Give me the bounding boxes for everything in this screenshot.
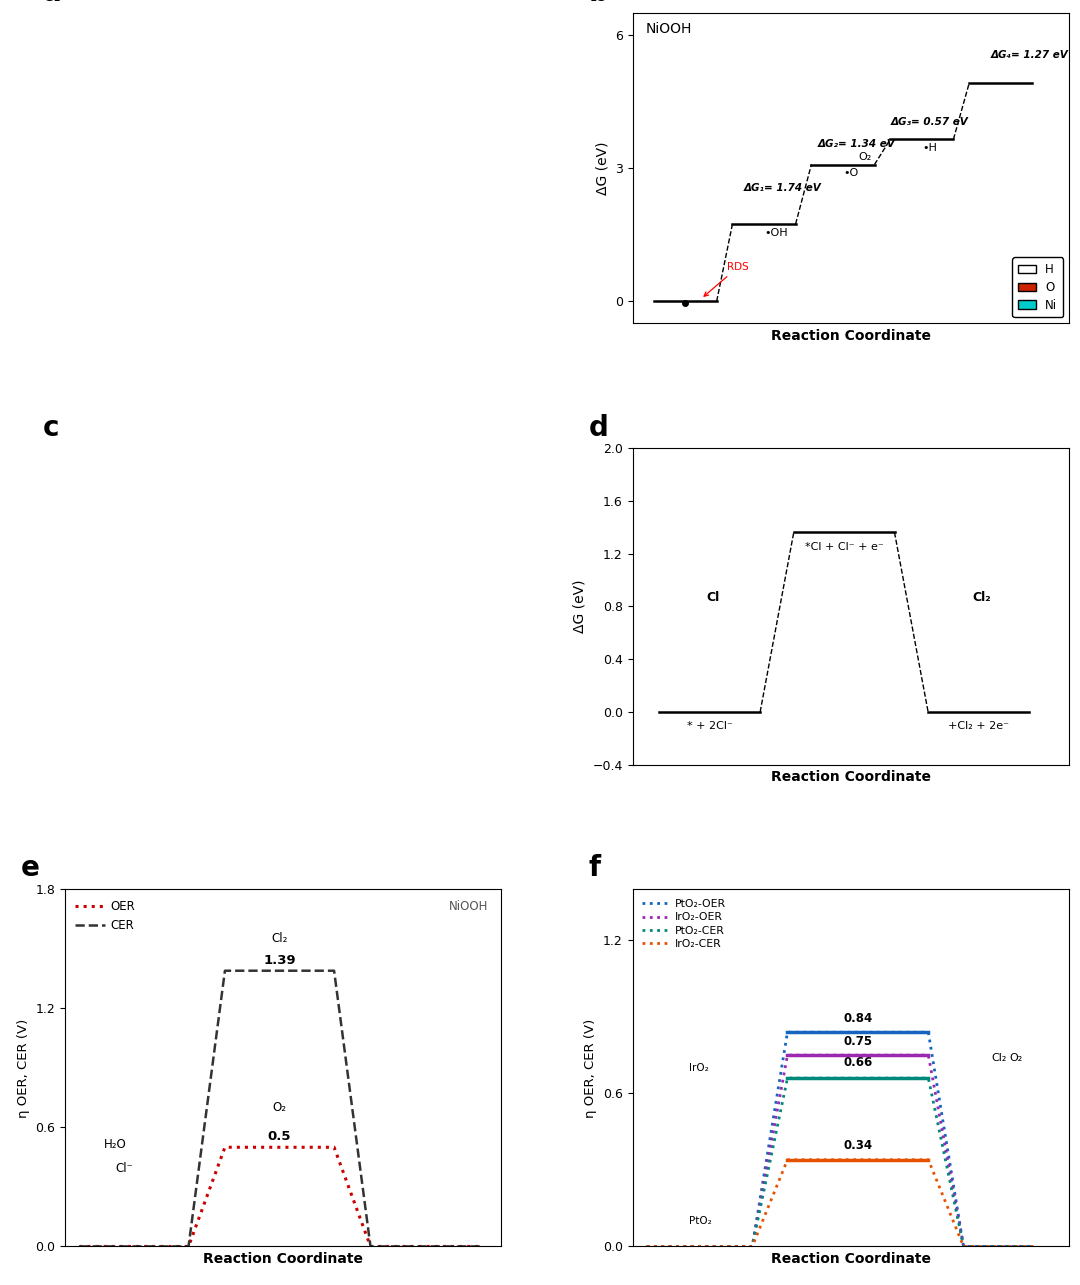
Text: •O: •O [843,168,859,179]
Text: H₂O: H₂O [105,1139,127,1151]
IrO₂-OER [1027,1239,1040,1254]
Legend: OER, CER: OER, CER [70,896,140,937]
IrO₂-CER [1027,1239,1040,1254]
X-axis label: Reaction Coordinate: Reaction Coordinate [771,329,931,343]
Text: •H: •H [922,143,936,153]
CER [72,1239,85,1254]
IrO₂-OER [640,1239,653,1254]
PtO₂-CER [746,1239,759,1254]
Text: *Cl + Cl⁻ + e⁻: *Cl + Cl⁻ + e⁻ [805,542,883,551]
PtO₂-CER [781,1070,794,1086]
Text: e: e [22,855,40,883]
Text: O₂: O₂ [859,153,872,162]
Text: ΔG₃= 0.57 eV: ΔG₃= 0.57 eV [891,117,969,126]
PtO₂-OER [957,1239,970,1254]
Line: IrO₂-CER: IrO₂-CER [647,1160,1034,1246]
PtO₂-OER [640,1239,653,1254]
Text: Cl₂: Cl₂ [991,1052,1007,1063]
IrO₂-OER [957,1239,970,1254]
Text: 0.34: 0.34 [843,1139,873,1153]
PtO₂-OER [781,1024,794,1040]
Text: IrO₂: IrO₂ [689,1063,710,1073]
Text: 0.84: 0.84 [843,1011,873,1024]
Text: 0.75: 0.75 [843,1034,873,1047]
Text: Cl₂: Cl₂ [973,591,991,604]
Text: Cl⁻: Cl⁻ [116,1162,134,1174]
Line: IrO₂-OER: IrO₂-OER [647,1055,1034,1246]
PtO₂-OER [922,1024,935,1040]
IrO₂-CER [957,1239,970,1254]
X-axis label: Reaction Coordinate: Reaction Coordinate [771,1252,931,1266]
OER [218,1140,231,1155]
Text: d: d [589,414,609,442]
Y-axis label: η OER, CER (V): η OER, CER (V) [16,1018,29,1118]
Text: Cl: Cl [706,591,719,604]
Text: NiOOH: NiOOH [646,22,692,36]
Text: f: f [589,855,600,883]
Y-axis label: ΔG (eV): ΔG (eV) [595,141,609,195]
OER [364,1239,377,1254]
PtO₂-CER [1027,1239,1040,1254]
PtO₂-OER [1027,1239,1040,1254]
Text: c: c [43,414,59,442]
CER [183,1239,195,1254]
Y-axis label: η OER, CER (V): η OER, CER (V) [584,1018,597,1118]
Text: ΔG₂= 1.34 eV: ΔG₂= 1.34 eV [818,139,895,149]
Text: 0.5: 0.5 [268,1131,292,1144]
IrO₂-CER [922,1153,935,1168]
Text: O₂: O₂ [1010,1052,1023,1063]
IrO₂-OER [746,1239,759,1254]
IrO₂-OER [781,1047,794,1063]
CER [473,1239,486,1254]
PtO₂-CER [922,1070,935,1086]
Text: ΔG₄= 1.27 eV: ΔG₄= 1.27 eV [990,50,1068,60]
Line: OER: OER [79,1148,480,1246]
CER [218,962,231,978]
Text: +Cl₂ + 2e⁻: +Cl₂ + 2e⁻ [948,721,1009,731]
Line: PtO₂-CER: PtO₂-CER [647,1078,1034,1246]
Text: 1.39: 1.39 [264,953,296,966]
Text: PtO₂: PtO₂ [689,1217,712,1226]
X-axis label: Reaction Coordinate: Reaction Coordinate [203,1252,363,1266]
CER [327,962,340,978]
OER [473,1239,486,1254]
Text: b: b [589,0,609,6]
Text: •OH: •OH [764,227,787,238]
Legend: PtO₂-OER, IrO₂-OER, PtO₂-CER, IrO₂-CER: PtO₂-OER, IrO₂-OER, PtO₂-CER, IrO₂-CER [638,894,730,953]
Text: * + 2Cl⁻: * + 2Cl⁻ [687,721,732,731]
Text: O₂: O₂ [272,1100,286,1114]
Text: ΔG₁= 1.74 eV: ΔG₁= 1.74 eV [743,182,821,193]
Text: a: a [43,0,62,6]
Text: RDS: RDS [704,262,748,297]
IrO₂-CER [781,1153,794,1168]
IrO₂-CER [746,1239,759,1254]
Line: PtO₂-OER: PtO₂-OER [647,1032,1034,1246]
Text: NiOOH: NiOOH [449,899,488,914]
Text: 0.66: 0.66 [843,1056,873,1069]
OER [327,1140,340,1155]
PtO₂-OER [746,1239,759,1254]
Legend: H, O, Ni: H, O, Ni [1012,257,1064,317]
Y-axis label: ΔG (eV): ΔG (eV) [572,580,586,634]
OER [72,1239,85,1254]
IrO₂-OER [922,1047,935,1063]
X-axis label: Reaction Coordinate: Reaction Coordinate [771,770,931,784]
Text: Cl₂: Cl₂ [271,932,287,944]
PtO₂-CER [957,1239,970,1254]
IrO₂-CER [640,1239,653,1254]
OER [183,1239,195,1254]
Line: CER: CER [79,970,480,1246]
CER [364,1239,377,1254]
PtO₂-CER [640,1239,653,1254]
